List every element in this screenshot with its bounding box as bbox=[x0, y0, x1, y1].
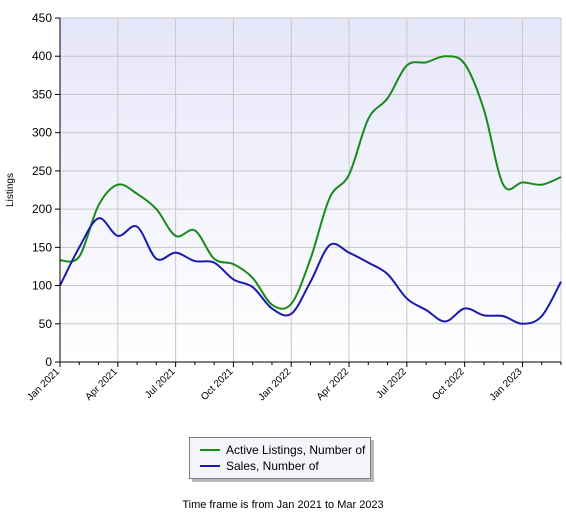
legend-label-active-listings: Active Listings, Number of bbox=[226, 443, 366, 457]
y-tick-label: 300 bbox=[32, 126, 52, 140]
x-tick-label: Jan 2023 bbox=[488, 366, 525, 403]
x-tick-label: Oct 2021 bbox=[199, 366, 236, 403]
y-tick-label: 400 bbox=[32, 49, 52, 63]
y-axis-ticks: 0 50 100 150 200 250 300 350 400 450 bbox=[32, 11, 60, 369]
x-tick-label: Jan 2021 bbox=[25, 366, 62, 403]
x-tick-label: Jul 2021 bbox=[143, 366, 178, 401]
y-tick-label: 50 bbox=[39, 317, 53, 331]
series-layer bbox=[59, 55, 562, 325]
series-line-sales bbox=[59, 217, 562, 325]
y-tick-label: 0 bbox=[45, 355, 52, 369]
legend-swatch-sales bbox=[200, 465, 220, 467]
y-tick-label: 150 bbox=[32, 240, 52, 254]
x-axis-ticks: Jan 2021 Apr 2021 Jul 2021 Oct 2021 Jan 2022… bbox=[25, 362, 562, 403]
x-tick-label: Jan 2022 bbox=[256, 366, 293, 403]
x-tick-label: Apr 2021 bbox=[83, 366, 120, 403]
legend: Active Listings, Number of Sales, Number… bbox=[189, 437, 371, 479]
legend-item-active-listings: Active Listings, Number of bbox=[200, 442, 365, 458]
y-axis-title: Listings bbox=[5, 173, 16, 207]
legend-label-sales: Sales, Number of bbox=[226, 459, 319, 473]
y-tick-label: 100 bbox=[32, 279, 52, 293]
legend-item-sales: Sales, Number of bbox=[200, 458, 319, 474]
y-tick-label: 350 bbox=[32, 87, 52, 101]
x-tick-label: Jul 2022 bbox=[374, 366, 409, 401]
line-chart: 0 50 100 150 200 250 300 350 400 450 Jan 2021 Apr … bbox=[5, 11, 562, 403]
y-tick-label: 200 bbox=[32, 202, 52, 216]
series-line-active-listings bbox=[59, 55, 562, 310]
y-tick-label: 450 bbox=[32, 11, 52, 25]
x-tick-label: Oct 2022 bbox=[430, 366, 467, 403]
y-tick-label: 250 bbox=[32, 164, 52, 178]
timeframe-caption: Time frame is from Jan 2021 to Mar 2023 bbox=[182, 499, 384, 511]
plot-area bbox=[60, 18, 561, 362]
x-tick-label: Apr 2022 bbox=[315, 366, 352, 403]
legend-swatch-active-listings bbox=[200, 449, 220, 451]
